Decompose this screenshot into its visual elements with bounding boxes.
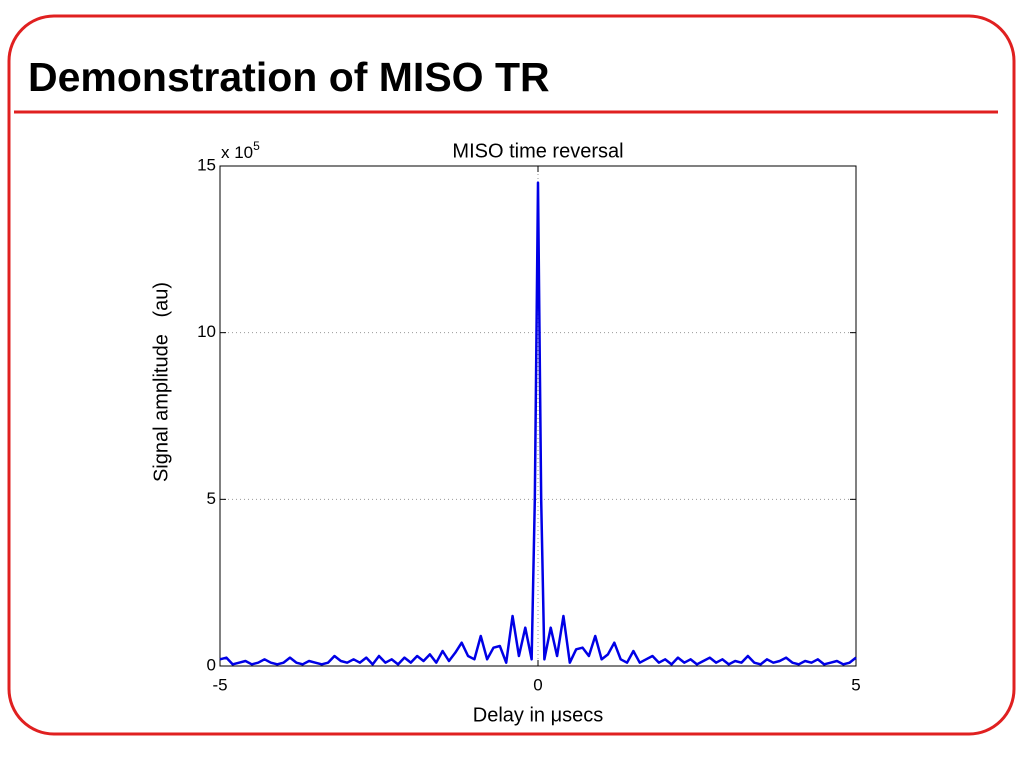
y-axis-label: Signal amplitude (au): [150, 282, 172, 482]
y-tick-label: 10: [197, 322, 216, 341]
slide-title: Demonstration of MISO TR: [28, 54, 550, 100]
y-tick-label: 0: [207, 655, 216, 674]
x-tick-label: 5: [851, 675, 860, 694]
y-multiplier-exponent: 5: [253, 139, 260, 153]
y-multiplier: x 105: [221, 139, 260, 162]
y-tick-label: 5: [207, 489, 216, 508]
y-tick-label: 15: [197, 155, 216, 174]
y-multiplier-base: x 10: [221, 143, 253, 162]
chart-title: MISO time reversal: [452, 140, 623, 162]
x-tick-label: -5: [212, 675, 227, 694]
signal-line: [219, 181, 857, 666]
x-axis-label: Delay in μsecs: [473, 704, 603, 726]
x-tick-label: 0: [533, 675, 542, 694]
axes-box: [219, 165, 857, 667]
slide-border: [7, 14, 1016, 736]
